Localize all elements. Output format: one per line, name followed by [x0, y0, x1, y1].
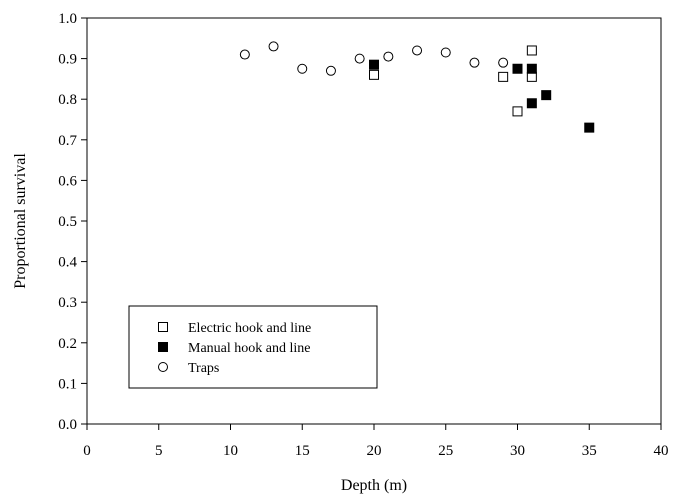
legend-marker-1 [158, 342, 168, 352]
data-point-series-2 [383, 51, 394, 62]
y-tick-label: 0.7 [58, 133, 77, 149]
data-point-series-1 [526, 98, 537, 109]
legend: Electric hook and line Manual hook and li… [128, 305, 378, 389]
legend-marker-2 [158, 362, 168, 372]
legend-marker-0 [158, 322, 168, 332]
y-tick-label: 0.1 [58, 376, 77, 392]
data-point-series-0 [498, 71, 509, 82]
x-tick-label: 40 [654, 443, 669, 459]
data-point-series-2 [412, 45, 423, 56]
data-point-series-1 [512, 63, 523, 74]
y-axis-title: Proportional survival [12, 153, 29, 289]
data-point-series-1 [584, 122, 595, 133]
y-tick-label: 0.5 [58, 214, 77, 230]
y-tick-label: 0.6 [58, 173, 77, 189]
data-points [239, 41, 595, 133]
axes: 0 5 10 15 20 25 30 35 40 0.0 0.1 0.2 0.3 0.4 0.5 0.6 0.7… [58, 11, 668, 459]
y-tick-label: 0.2 [58, 336, 77, 352]
x-tick-label: 25 [438, 443, 453, 459]
legend-label: Electric hook and line [188, 321, 311, 336]
data-point-series-2 [498, 57, 509, 68]
y-tick-label: 0.4 [58, 255, 77, 271]
y-tick-label: 1.0 [58, 11, 77, 27]
data-point-series-1 [541, 90, 552, 101]
data-point-series-2 [354, 53, 365, 64]
data-point-series-2 [239, 49, 250, 60]
data-point-series-1 [526, 63, 537, 74]
x-tick-label: 15 [295, 443, 310, 459]
data-point-series-2 [297, 63, 308, 74]
x-tick-label: 0 [83, 443, 91, 459]
data-point-series-2 [268, 41, 279, 52]
y-tick-label: 0.3 [58, 295, 77, 311]
x-tick-label: 35 [582, 443, 597, 459]
data-point-series-0 [512, 106, 523, 117]
data-point-series-1 [369, 59, 379, 70]
data-point-series-2 [440, 47, 451, 58]
data-point-series-0 [526, 45, 537, 56]
data-point-series-2 [325, 65, 336, 76]
x-tick-label: 30 [510, 443, 525, 459]
x-tick-label: 10 [223, 443, 238, 459]
y-tick-label: 0.0 [58, 417, 77, 433]
data-point-series-2 [469, 57, 480, 68]
y-tick-label: 0.8 [58, 92, 77, 108]
data-point-series-0 [369, 69, 379, 80]
x-tick-label: 20 [367, 443, 382, 459]
y-tick-label: 0.9 [58, 52, 77, 68]
legend-label: Manual hook and line [188, 341, 310, 356]
legend-box [128, 305, 378, 389]
x-tick-label: 5 [155, 443, 163, 459]
legend-label: Traps [188, 361, 219, 376]
x-axis-title: Depth (m) [341, 477, 407, 494]
